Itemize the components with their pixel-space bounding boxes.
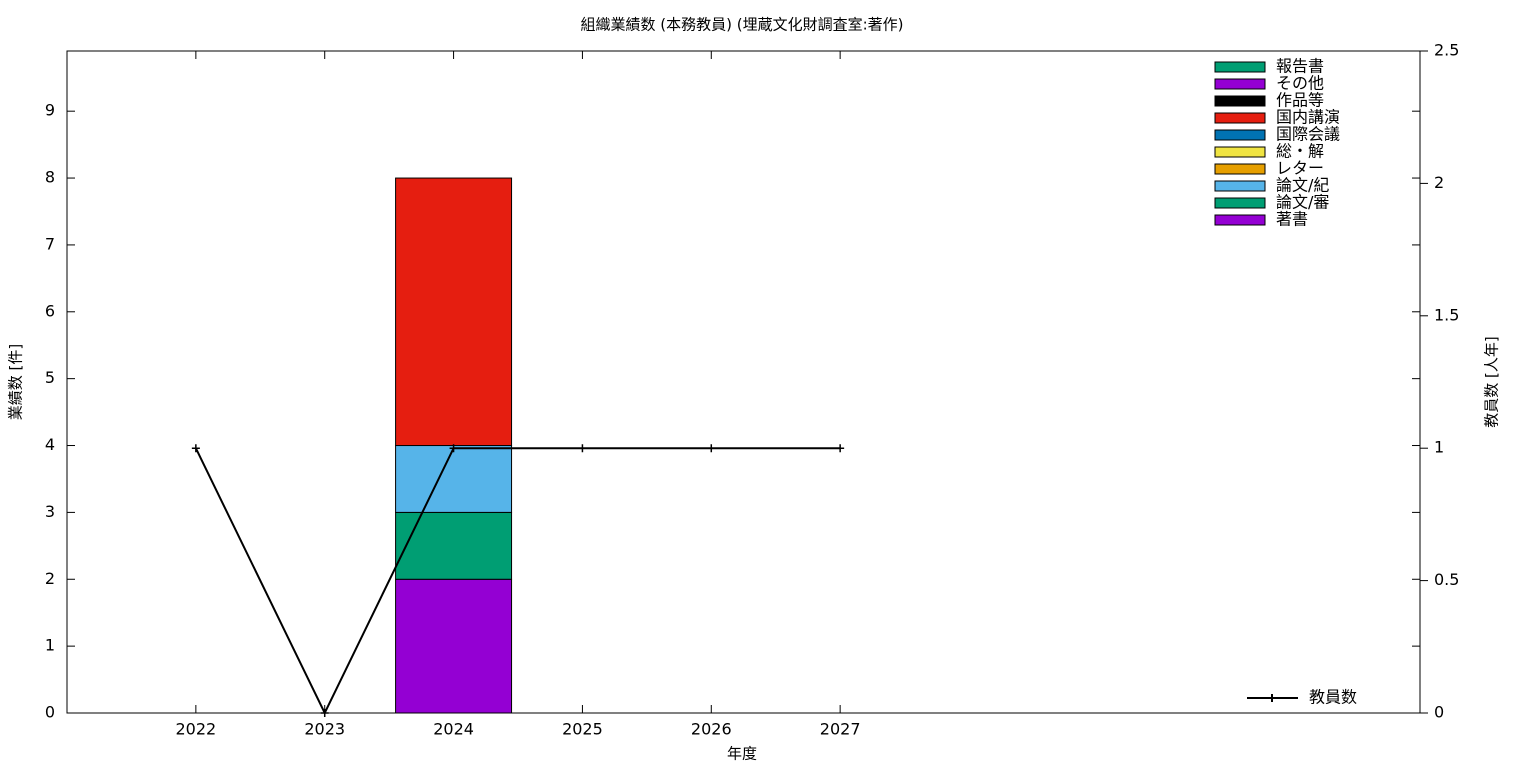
- bar: [395, 511, 513, 580]
- y2-tick-label: 2: [1434, 173, 1444, 192]
- point: [191, 444, 200, 453]
- legend-label: 作品等: [1276, 91, 1324, 110]
- bar: [395, 177, 513, 447]
- legend-swatch: [1214, 214, 1266, 226]
- legend-label: 総・解: [1276, 142, 1324, 161]
- y-axis-label: 業績数 [件]: [7, 344, 25, 420]
- legend-label: レター: [1276, 159, 1324, 178]
- y-tick-label: 4: [45, 435, 55, 454]
- chart-title: 組織業績数 (本務教員) (埋蔵文化財調査室:著作): [580, 16, 903, 34]
- bar: [395, 578, 513, 714]
- legend-label: 論文/審: [1276, 193, 1329, 212]
- legend-label: 報告書: [1276, 57, 1324, 76]
- y2-axis-label: 教員数 [人年]: [1483, 336, 1501, 427]
- y2-tick-label: 0: [1434, 703, 1444, 722]
- y2-tick-label: 1.5: [1434, 305, 1459, 324]
- legend-label: 著書: [1276, 210, 1308, 229]
- y-tick-label: 7: [45, 234, 55, 253]
- legend-swatch: [1214, 163, 1266, 175]
- legend-label: 国内講演: [1276, 108, 1340, 127]
- point: [449, 444, 458, 453]
- legend-line: [1247, 694, 1298, 702]
- legend-swatch: [1214, 61, 1266, 73]
- y-tick-label: 2: [45, 569, 55, 588]
- x-tick-label: 2022: [175, 720, 216, 739]
- y2-tick-label: 2.5: [1434, 41, 1459, 60]
- x-tick-label: 2024: [433, 720, 474, 739]
- point: [836, 444, 845, 453]
- y-tick-label: 6: [45, 301, 55, 320]
- point: [578, 444, 587, 453]
- x-tick-label: 2026: [691, 720, 732, 739]
- legend-label: 国際会議: [1276, 125, 1340, 144]
- bar: [395, 445, 513, 513]
- x-tick-label: 2023: [304, 720, 345, 739]
- y-tick-label: 3: [45, 502, 55, 521]
- y-tick-label: 5: [45, 368, 55, 387]
- plot-frame: [66, 50, 1421, 714]
- legend-swatch: [1214, 112, 1266, 124]
- y-tick-label: 1: [45, 636, 55, 655]
- legend-swatch: [1214, 146, 1266, 158]
- line: [194, 447, 841, 716]
- point: [707, 444, 716, 453]
- y-tick-label: 0: [45, 703, 55, 722]
- legend-label: その他: [1276, 74, 1324, 93]
- y2-tick-label: 1: [1434, 438, 1444, 457]
- x-tick-label: 2027: [820, 720, 861, 739]
- x-axis-label: 年度: [727, 745, 757, 763]
- legend-swatch: [1214, 180, 1266, 192]
- y-tick-label: 9: [45, 101, 55, 120]
- y-tick-label: 8: [45, 168, 55, 187]
- legend-swatch: [1214, 129, 1266, 141]
- legend-label: 教員数: [1309, 688, 1357, 707]
- legend-swatch: [1214, 197, 1266, 209]
- legend-swatch: [1214, 78, 1266, 90]
- legend-swatch: [1214, 95, 1266, 107]
- x-tick-label: 2025: [562, 720, 603, 739]
- y2-tick-label: 0.5: [1434, 570, 1459, 589]
- legend-label: 論文/紀: [1276, 176, 1329, 195]
